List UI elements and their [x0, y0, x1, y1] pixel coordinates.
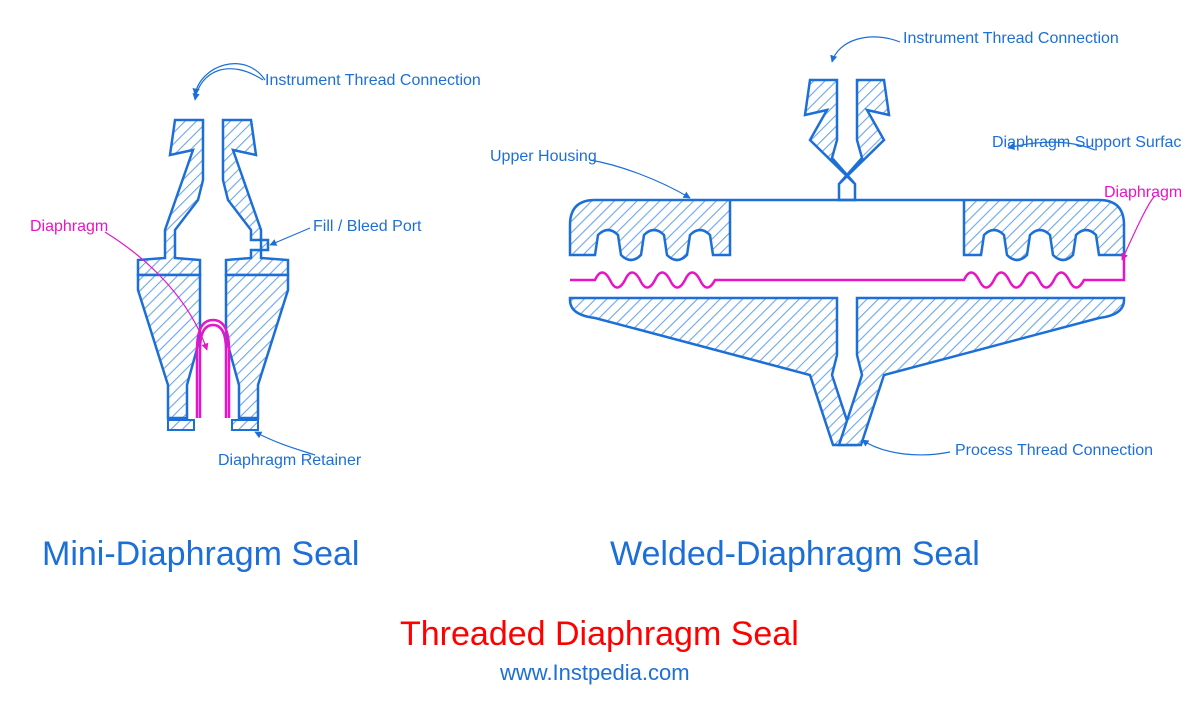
- leader-mini-fillbleed: [270, 228, 310, 245]
- mini-left-body: [140, 120, 200, 418]
- welded-lower-left: [570, 298, 855, 445]
- leader-welded-diaphragm: [1122, 196, 1155, 260]
- welded-lower-right: [839, 298, 1124, 445]
- welded-upper-right: [839, 80, 1124, 260]
- label-welded-process-thread: Process Thread Connection: [955, 442, 1153, 460]
- mini-retainer-right: [232, 420, 258, 430]
- label-mini-retainer: Diaphragm Retainer: [218, 452, 361, 470]
- mini-diaphragm-seal-diagram: [105, 64, 315, 455]
- welded-diaphragm-seal-diagram: [570, 37, 1155, 455]
- main-title: Threaded Diaphragm Seal: [400, 615, 799, 654]
- welded-upper-left: [570, 80, 855, 260]
- leader-mini-instrument-thread: [195, 69, 263, 100]
- label-mini-fillbleed: Fill / Bleed Port: [313, 218, 421, 236]
- url-text: www.Instpedia.com: [500, 660, 690, 686]
- label-mini-diaphragm: Diaphragm: [30, 218, 108, 236]
- title-welded-diaphragm: Welded-Diaphragm Seal: [610, 535, 980, 574]
- welded-diaphragm-shape: [570, 255, 1124, 288]
- label-welded-diaphragm: Diaphragm: [1104, 184, 1181, 202]
- diagram-canvas: [0, 0, 1181, 701]
- mini-diaphragm-shape: [197, 320, 229, 418]
- title-mini-diaphragm: Mini-Diaphragm Seal: [42, 535, 359, 574]
- mini-diaphragm-inner: [200, 325, 226, 418]
- leader-welded-process: [862, 440, 950, 455]
- leader-mini-instrument: [195, 64, 265, 95]
- mini-retainer-left: [168, 420, 194, 430]
- leader-mini-diaphragm: [105, 232, 207, 350]
- leader-welded-instrument: [832, 37, 900, 62]
- label-welded-support: Diaphragm Support Surface: [992, 134, 1181, 152]
- leader-welded-upper-housing: [590, 160, 690, 198]
- label-welded-instrument-thread: Instrument Thread Connection: [903, 30, 1119, 48]
- mini-left-upper: [138, 120, 203, 275]
- label-mini-instrument-thread: Instrument Thread Connection: [265, 72, 481, 90]
- mini-right-upper: [223, 120, 288, 275]
- label-welded-upper-housing: Upper Housing: [490, 148, 597, 166]
- mini-right-lower: [226, 275, 288, 418]
- mini-left-lower: [138, 275, 200, 418]
